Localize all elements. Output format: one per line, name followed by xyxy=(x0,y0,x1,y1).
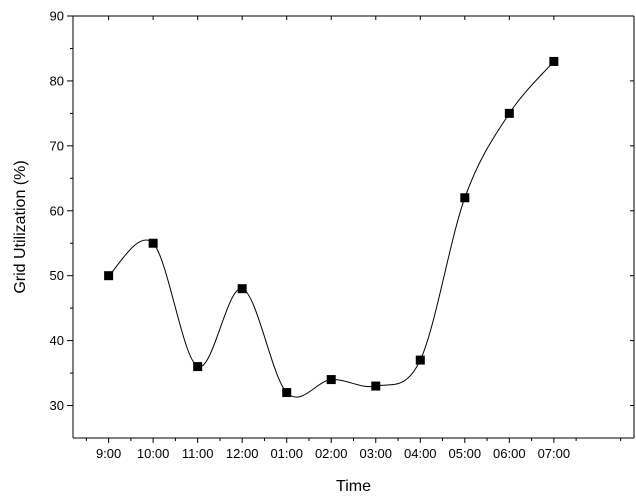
data-point-marker xyxy=(282,388,292,398)
data-point-marker xyxy=(460,193,470,203)
data-point-marker xyxy=(504,108,514,118)
data-point-marker xyxy=(326,375,336,385)
y-tick-label: 40 xyxy=(50,333,64,348)
data-point-marker xyxy=(193,362,203,372)
x-tick-label: 03:00 xyxy=(359,446,392,461)
y-tick-label: 90 xyxy=(50,9,64,24)
data-point-marker xyxy=(148,238,158,248)
data-point-marker xyxy=(371,381,381,391)
x-tick-label: 07:00 xyxy=(538,446,571,461)
x-tick-label: 10:00 xyxy=(137,446,170,461)
plot-frame xyxy=(72,15,635,439)
y-tick-label: 50 xyxy=(50,268,64,283)
data-markers xyxy=(104,56,559,398)
x-tick-label: 01:00 xyxy=(270,446,303,461)
x-tick-labels: 9:00 10:00 11:00 12:00 01:00 02:00 03:00 04:00 0… xyxy=(96,446,570,461)
data-point-marker xyxy=(237,284,247,294)
x-axis-title: Time xyxy=(336,478,371,495)
y-tick-label: 60 xyxy=(50,203,64,218)
x-tick-label: 11:00 xyxy=(182,446,214,461)
data-point-marker xyxy=(104,271,114,281)
x-tick-label: 06:00 xyxy=(493,446,526,461)
y-axis-title: Grid Utilization (%) xyxy=(12,160,29,293)
series-line xyxy=(108,61,555,398)
x-tick-label: 02:00 xyxy=(315,446,348,461)
x-tick-label: 9:00 xyxy=(96,446,121,461)
x-tick-label: 04:00 xyxy=(404,446,437,461)
tick-marks xyxy=(67,15,634,443)
y-tick-label: 30 xyxy=(50,398,64,413)
y-tick-labels: 30 40 50 60 70 80 90 xyxy=(50,9,64,414)
y-tick-label: 70 xyxy=(50,138,64,153)
x-tick-label: 12:00 xyxy=(226,446,259,461)
x-tick-label: 05:00 xyxy=(449,446,482,461)
data-point-marker xyxy=(415,355,425,365)
data-point-marker xyxy=(549,56,559,66)
y-tick-label: 80 xyxy=(50,73,64,88)
